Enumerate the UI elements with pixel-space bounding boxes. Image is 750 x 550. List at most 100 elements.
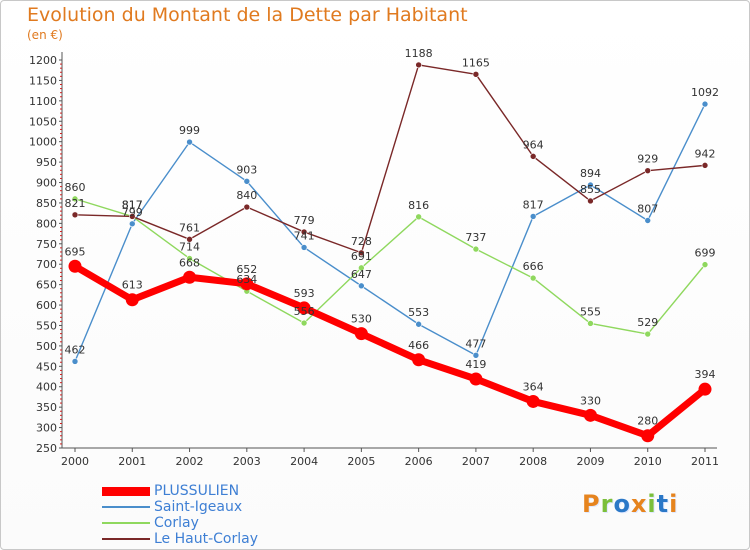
data-point	[125, 293, 139, 307]
data-point	[644, 330, 652, 338]
y-minor-tick	[60, 231, 62, 233]
y-minor-tick	[60, 194, 62, 196]
legend-item-plussulien: PLUSSULIEN	[102, 483, 258, 499]
x-tick-label: 2007	[462, 455, 490, 468]
data-label: 634	[236, 273, 257, 286]
y-minor-tick	[60, 108, 62, 110]
unit-label: (en €)	[27, 28, 63, 42]
data-point	[358, 282, 365, 290]
data-label: 668	[179, 256, 200, 269]
data-point	[472, 245, 480, 253]
y-minor-tick	[60, 382, 62, 384]
chart-title: Evolution du Montant de la Dette par Hab…	[27, 4, 468, 26]
y-minor-tick	[60, 198, 62, 200]
data-point	[128, 220, 136, 228]
y-minor-tick	[60, 104, 62, 106]
data-label: 817	[122, 198, 143, 211]
y-minor-tick	[60, 177, 62, 179]
logo-letter: r	[600, 490, 614, 518]
logo-letter: i	[647, 490, 657, 518]
y-minor-tick	[60, 320, 62, 322]
y-minor-tick	[60, 312, 62, 314]
y-minor-tick	[60, 418, 62, 420]
data-label: 691	[351, 250, 372, 263]
y-minor-tick	[60, 124, 62, 126]
data-point	[469, 372, 483, 386]
proxiti-logo: Proxiti	[582, 490, 678, 518]
y-tick-label: 400	[36, 381, 57, 394]
y-minor-tick	[60, 128, 62, 130]
data-label: 737	[465, 231, 486, 244]
y-minor-tick	[60, 341, 62, 343]
y-minor-tick	[60, 390, 62, 392]
data-label: 280	[637, 415, 658, 428]
data-label: 1165	[462, 56, 490, 69]
logo-letter: P	[582, 490, 601, 518]
data-point	[412, 353, 426, 367]
y-tick-label: 450	[36, 360, 57, 373]
y-minor-tick	[60, 333, 62, 335]
y-minor-tick	[60, 349, 62, 351]
data-label: 419	[465, 358, 486, 371]
y-minor-tick	[60, 271, 62, 273]
y-minor-tick	[60, 251, 62, 253]
y-minor-tick	[60, 357, 62, 359]
data-point	[358, 249, 365, 257]
x-tick-label: 2011	[691, 455, 719, 468]
data-point	[186, 255, 193, 262]
x-tick-label: 2004	[290, 455, 318, 468]
data-point	[472, 70, 480, 78]
y-minor-tick	[60, 292, 62, 294]
data-label: 555	[580, 305, 601, 318]
data-label: 821	[65, 197, 86, 210]
data-label: 741	[294, 229, 315, 242]
data-point	[701, 162, 709, 169]
y-minor-tick	[60, 226, 62, 228]
y-minor-tick	[60, 84, 62, 86]
y-minor-tick	[60, 165, 62, 167]
series-line-corlay	[74, 198, 706, 335]
data-label: 394	[695, 368, 716, 381]
data-label: 462	[65, 343, 86, 356]
y-minor-tick	[60, 280, 62, 282]
y-minor-tick	[60, 435, 62, 437]
x-tick-label: 2009	[576, 455, 604, 468]
legend-label: Le Haut-Corlay	[154, 531, 258, 547]
data-label: 779	[294, 214, 315, 227]
data-label: 929	[637, 153, 658, 166]
data-label: 330	[580, 394, 601, 407]
legend-label: PLUSSULIEN	[154, 483, 240, 499]
data-point	[71, 358, 79, 365]
data-point	[243, 178, 251, 185]
y-minor-tick	[60, 414, 62, 416]
y-tick-label: 1000	[29, 136, 57, 149]
data-point	[128, 213, 136, 220]
y-minor-tick	[60, 439, 62, 441]
legend-item-le-haut-corlay: Le Haut-Corlay	[102, 531, 258, 547]
legend-item-corlay: Corlay	[102, 515, 258, 531]
y-minor-tick	[60, 133, 62, 135]
x-tick-label: 2002	[176, 455, 204, 468]
y-minor-tick	[60, 378, 62, 380]
legend-label: Saint-Igeaux	[154, 499, 243, 515]
data-label: 964	[523, 138, 544, 151]
y-minor-tick	[60, 88, 62, 90]
data-label: 860	[65, 181, 86, 194]
y-tick-label: 1150	[29, 74, 57, 87]
y-tick-label: 350	[36, 401, 57, 414]
data-label: 942	[695, 147, 716, 160]
data-label: 728	[351, 235, 372, 248]
y-tick-label: 250	[36, 442, 57, 455]
y-minor-tick	[60, 96, 62, 98]
data-label: 840	[236, 189, 257, 202]
series-line-le-haut-corlay	[74, 64, 706, 254]
data-label: 903	[236, 163, 257, 176]
y-minor-tick	[60, 296, 62, 298]
data-label: 817	[523, 198, 544, 211]
data-label: 529	[637, 316, 658, 329]
y-minor-tick	[60, 235, 62, 237]
y-minor-tick	[60, 431, 62, 433]
y-minor-tick	[60, 145, 62, 147]
data-label: 477	[465, 337, 486, 350]
data-label: 699	[695, 247, 716, 260]
